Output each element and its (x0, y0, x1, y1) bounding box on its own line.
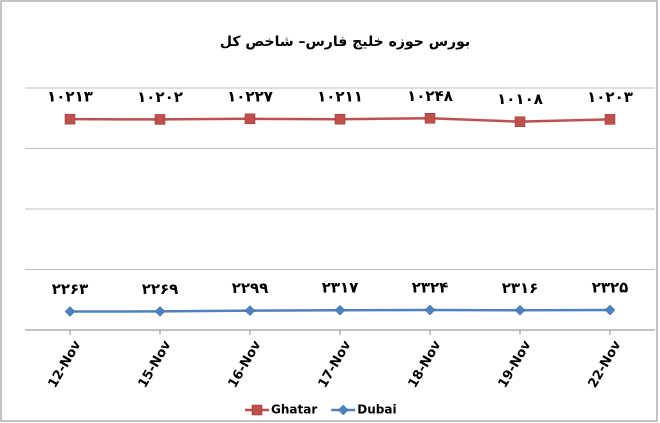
legend-label: Ghatar (271, 403, 317, 417)
point (424, 113, 436, 124)
data-label: ۲۲۶۳ (52, 280, 89, 298)
point (424, 304, 436, 316)
data-label: ۲۳۱۶ (502, 279, 539, 297)
data-label: ۱۰۲۰۳ (587, 88, 633, 106)
data-label: ۲۳۲۴ (412, 279, 449, 297)
point (244, 305, 256, 317)
point (64, 306, 76, 317)
point (514, 116, 526, 127)
legend-label: Dubai (357, 403, 396, 417)
point (604, 304, 616, 316)
point (334, 113, 346, 125)
point (604, 114, 616, 125)
point (514, 304, 526, 316)
data-label: ۲۲۶۹ (142, 280, 179, 298)
data-label: ۱۰۲۰۲ (137, 88, 183, 106)
data-label: ۱۰۲۱۳ (47, 88, 93, 106)
point (334, 304, 346, 316)
data-label: ۱۰۲۲۷ (227, 87, 273, 105)
legend-marker (337, 404, 349, 416)
data-label: ۲۳۲۵ (592, 279, 629, 297)
data-label: ۱۰۲۴۸ (407, 87, 453, 105)
point (154, 306, 166, 317)
data-label: ۲۲۹۹ (232, 279, 269, 297)
data-label: ۱۰۱۰۸ (497, 90, 543, 108)
point (154, 114, 166, 125)
point (244, 113, 256, 125)
data-label: ۱۰۲۱۱ (317, 88, 363, 106)
data-label: ۲۳۱۷ (322, 279, 359, 297)
point (64, 113, 76, 125)
chart-title: بورس حوزه خلیج فارس– شاخص کل (220, 34, 470, 50)
legend-marker (251, 404, 263, 416)
